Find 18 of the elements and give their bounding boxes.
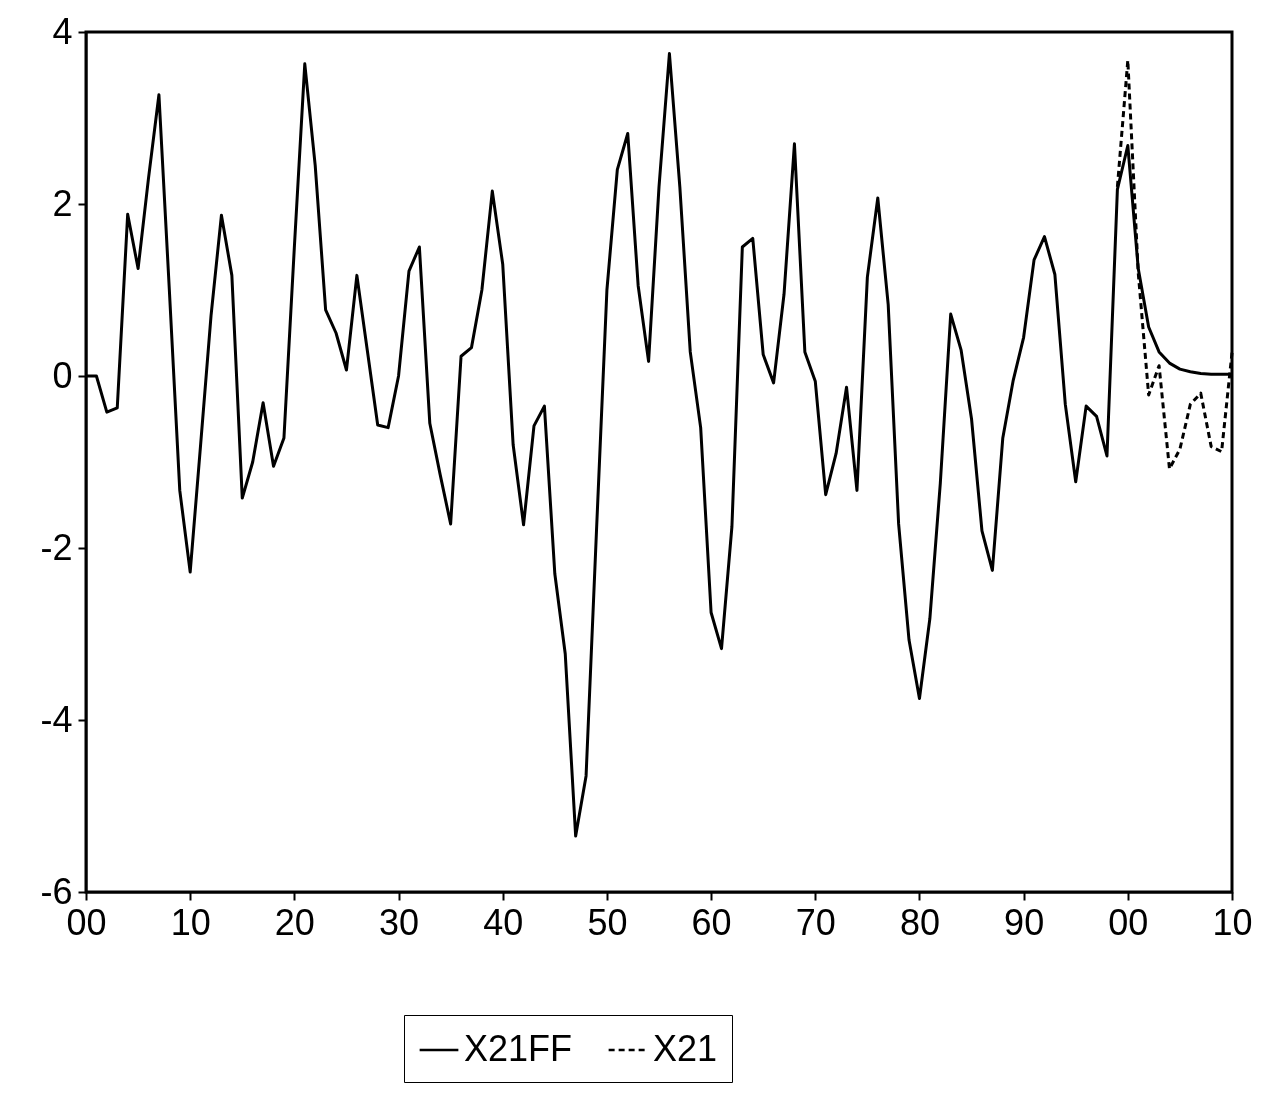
- x-tick-label: 10: [1212, 901, 1253, 943]
- x-tick-label: 10: [170, 901, 211, 943]
- x-tick-label: 80: [899, 901, 940, 943]
- legend-label: X21: [653, 1028, 718, 1069]
- y-tick-label: 4: [52, 10, 73, 52]
- x-tick-label: 70: [795, 901, 836, 943]
- x-tick-label: 00: [1108, 901, 1149, 943]
- x-tick-label: 40: [483, 901, 524, 943]
- y-tick-label: -2: [40, 526, 73, 568]
- y-tick-label: 2: [52, 182, 73, 224]
- x-tick-label: 30: [379, 901, 420, 943]
- y-tick-label: 0: [52, 354, 73, 396]
- x-tick-label: 50: [587, 901, 628, 943]
- x-tick-label: 90: [1004, 901, 1045, 943]
- x-tick-label: 20: [274, 901, 315, 943]
- legend-label: X21FF: [464, 1028, 573, 1069]
- x-tick-label: 60: [691, 901, 732, 943]
- y-tick-label: -4: [40, 698, 73, 740]
